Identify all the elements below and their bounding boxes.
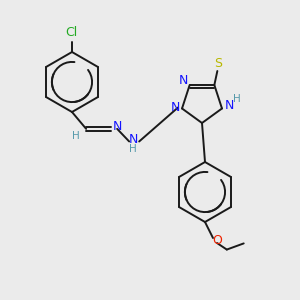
- Text: H: H: [129, 145, 137, 154]
- Text: N: N: [128, 133, 138, 146]
- Text: S: S: [214, 56, 222, 70]
- Text: N: N: [224, 99, 234, 112]
- Text: N: N: [170, 101, 180, 114]
- Text: H: H: [233, 94, 241, 104]
- Text: Cl: Cl: [65, 26, 77, 40]
- Text: N: N: [112, 120, 122, 134]
- Text: N: N: [179, 74, 188, 86]
- Text: O: O: [212, 233, 222, 247]
- Text: H: H: [72, 131, 80, 141]
